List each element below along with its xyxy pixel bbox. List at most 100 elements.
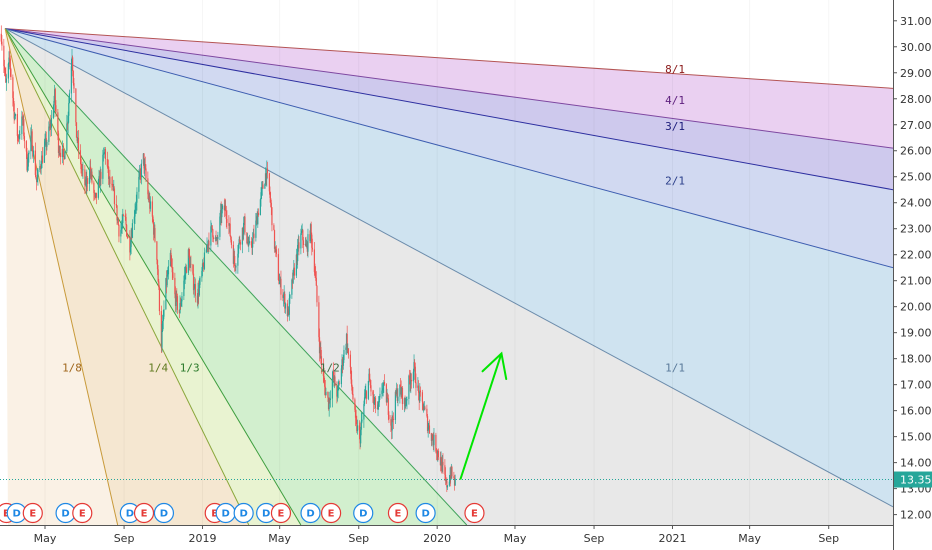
candle	[39, 164, 42, 174]
candle	[250, 237, 252, 248]
earnings-marker-6[interactable]: E	[133, 502, 155, 524]
candle	[297, 238, 299, 269]
fan-line-1-4	[4, 28, 250, 525]
candle	[261, 180, 263, 196]
candle	[120, 220, 123, 234]
candle	[44, 133, 46, 156]
candle	[379, 387, 381, 400]
candle	[241, 227, 243, 254]
dividend-marker-13[interactable]: D	[300, 502, 321, 524]
svg-text:13.35: 13.35	[900, 474, 932, 487]
candle	[423, 401, 425, 411]
candle	[90, 158, 92, 180]
candle	[332, 369, 334, 387]
candle	[432, 432, 434, 451]
candle	[220, 201, 222, 226]
candle	[300, 228, 302, 255]
candle	[32, 145, 34, 159]
candle	[436, 448, 438, 461]
candle	[273, 223, 275, 231]
candle	[356, 415, 358, 434]
candle	[383, 374, 386, 386]
candle	[419, 383, 421, 403]
candle	[30, 124, 33, 138]
candle	[340, 365, 342, 388]
earnings-marker-14[interactable]: E	[320, 502, 342, 524]
x-tick-label: 2019	[189, 532, 217, 545]
earnings-marker-2[interactable]: E	[22, 502, 43, 524]
dividend-marker-15[interactable]: D	[353, 502, 374, 524]
last-price-tag: 13.35	[894, 471, 932, 488]
y-tick-label: 16.00	[900, 405, 932, 418]
svg-text:D: D	[359, 509, 367, 520]
candle	[129, 239, 132, 256]
candle	[417, 380, 420, 401]
candle	[50, 114, 52, 137]
candle	[147, 189, 150, 203]
candle	[401, 385, 404, 410]
candle	[360, 412, 362, 436]
candle	[343, 345, 345, 364]
candle	[154, 224, 156, 243]
candle	[175, 290, 177, 313]
candle	[153, 219, 155, 241]
candle	[138, 164, 141, 180]
candle	[401, 386, 403, 398]
candle	[311, 232, 313, 256]
earnings-marker-16[interactable]: E	[387, 502, 409, 524]
candle	[228, 223, 231, 233]
fan-line-1-1	[4, 28, 893, 508]
candle	[107, 166, 109, 173]
candle	[157, 265, 159, 283]
candle	[19, 125, 21, 140]
candle	[260, 187, 262, 207]
candle	[202, 262, 204, 267]
earnings-marker-4[interactable]: E	[72, 502, 93, 524]
candle	[338, 379, 340, 391]
candle	[395, 388, 397, 396]
candle	[418, 391, 420, 411]
candle	[345, 343, 347, 355]
earnings-marker-12[interactable]: E	[270, 502, 292, 524]
candle	[221, 203, 224, 214]
candle	[102, 149, 104, 185]
candle	[208, 232, 210, 253]
candle	[301, 223, 303, 233]
dividend-marker-9[interactable]: D	[215, 502, 236, 524]
arrow-shaft	[459, 353, 503, 480]
candle	[270, 192, 272, 208]
candle	[228, 215, 230, 235]
candle	[135, 194, 137, 214]
svg-text:D: D	[262, 509, 270, 520]
y-tick-label: 31.00	[900, 15, 932, 28]
candle	[131, 227, 133, 240]
vertical-grid	[44, 0, 830, 525]
candle	[140, 164, 142, 184]
candle	[378, 396, 380, 410]
candle	[315, 266, 317, 281]
candle	[165, 277, 167, 311]
candle	[282, 289, 284, 302]
dividend-marker-7[interactable]: D	[153, 502, 175, 524]
candle	[98, 169, 100, 182]
projection-arrow[interactable]	[459, 351, 508, 480]
candle	[374, 396, 376, 410]
fan-regions	[4, 28, 893, 525]
candle	[409, 370, 411, 392]
candle	[235, 263, 237, 274]
candle	[50, 109, 53, 137]
earnings-marker-18[interactable]: E	[464, 502, 485, 524]
candle	[104, 146, 107, 165]
candle	[421, 389, 423, 411]
candle	[9, 55, 11, 77]
candle	[327, 397, 330, 411]
candle	[320, 350, 323, 374]
candle	[14, 113, 17, 120]
candle	[356, 419, 359, 435]
candle	[304, 237, 306, 246]
dividend-marker-10[interactable]: D	[233, 502, 254, 524]
dividend-marker-17[interactable]: D	[415, 502, 436, 524]
candle	[167, 267, 169, 277]
